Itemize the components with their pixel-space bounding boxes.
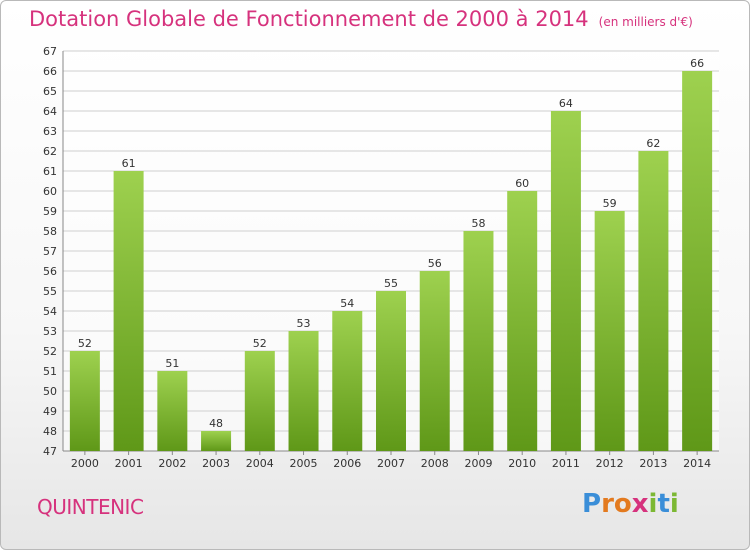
y-tick-label: 63 (43, 125, 57, 138)
logo-letter: t (657, 489, 670, 519)
y-tick-label: 58 (43, 225, 57, 238)
logo-letter: P (582, 489, 602, 519)
x-tick-label: 2002 (158, 457, 186, 470)
bar-value-label: 52 (253, 337, 267, 350)
y-tick-label: 62 (43, 145, 57, 158)
x-tick-label: 2007 (377, 457, 405, 470)
bar-value-label: 48 (209, 417, 223, 430)
y-tick-label: 50 (43, 385, 57, 398)
bar-value-label: 56 (428, 257, 442, 270)
bar (332, 311, 363, 451)
bar (682, 71, 713, 451)
y-tick-label: 54 (43, 305, 57, 318)
x-tick-label: 2004 (246, 457, 274, 470)
bar-value-label: 59 (603, 197, 617, 210)
y-tick-label: 48 (43, 425, 57, 438)
bar (157, 371, 188, 451)
proxiti-logo: Proxiti (582, 489, 679, 519)
bar (288, 331, 319, 451)
bar-value-label: 66 (690, 57, 704, 70)
x-tick-label: 2005 (290, 457, 318, 470)
bar-value-label: 62 (646, 137, 660, 150)
x-tick-label: 2013 (639, 457, 667, 470)
bar (69, 351, 100, 451)
y-tick-label: 49 (43, 405, 57, 418)
bar-value-label: 51 (165, 357, 179, 370)
bar (419, 271, 450, 451)
bar-value-label: 54 (340, 297, 354, 310)
x-tick-label: 2010 (508, 457, 536, 470)
commune-name: QUINTENIC (37, 495, 144, 519)
bar (244, 351, 275, 451)
y-tick-label: 61 (43, 165, 57, 178)
bar-value-label: 52 (78, 337, 92, 350)
y-tick-label: 67 (43, 45, 57, 58)
logo-letter: r (601, 489, 614, 519)
bar (550, 111, 581, 451)
logo-letter: i (669, 489, 679, 519)
bar-value-label: 60 (515, 177, 529, 190)
y-tick-label: 57 (43, 245, 57, 258)
logo-letter: i (648, 489, 658, 519)
x-tick-label: 2003 (202, 457, 230, 470)
y-tick-label: 59 (43, 205, 57, 218)
x-tick-label: 2001 (115, 457, 143, 470)
x-tick-label: 2012 (596, 457, 624, 470)
chart-title: Dotation Globale de Fonctionnement de 20… (29, 7, 589, 31)
unit-note: (en milliers d'€) (598, 15, 693, 29)
bar-value-label: 61 (122, 157, 136, 170)
y-tick-label: 65 (43, 85, 57, 98)
y-tick-label: 47 (43, 445, 57, 458)
y-tick-label: 55 (43, 285, 57, 298)
bar (594, 211, 625, 451)
logo-letter: x (631, 489, 649, 519)
logo-letter: o (613, 489, 632, 519)
bar (376, 291, 406, 451)
x-tick-label: 2006 (333, 457, 361, 470)
y-tick-label: 66 (43, 65, 57, 78)
bar (113, 171, 144, 451)
y-tick-label: 64 (43, 105, 57, 118)
x-tick-label: 2009 (464, 457, 492, 470)
bar-value-label: 64 (559, 97, 573, 110)
x-tick-label: 2008 (421, 457, 449, 470)
bar (463, 231, 494, 451)
x-tick-label: 2000 (71, 457, 99, 470)
y-tick-label: 60 (43, 185, 57, 198)
chart-title-row: Dotation Globale de Fonctionnement de 20… (29, 7, 693, 31)
x-tick-label: 2014 (683, 457, 711, 470)
y-tick-label: 56 (43, 265, 57, 278)
bar (638, 151, 669, 451)
x-tick-label: 2011 (552, 457, 580, 470)
y-tick-label: 51 (43, 365, 57, 378)
y-tick-label: 53 (43, 325, 57, 338)
bar-value-label: 55 (384, 277, 398, 290)
bar-value-label: 53 (297, 317, 311, 330)
bar-value-label: 58 (471, 217, 485, 230)
bar (201, 431, 232, 451)
y-tick-label: 52 (43, 345, 57, 358)
bar (507, 191, 538, 451)
